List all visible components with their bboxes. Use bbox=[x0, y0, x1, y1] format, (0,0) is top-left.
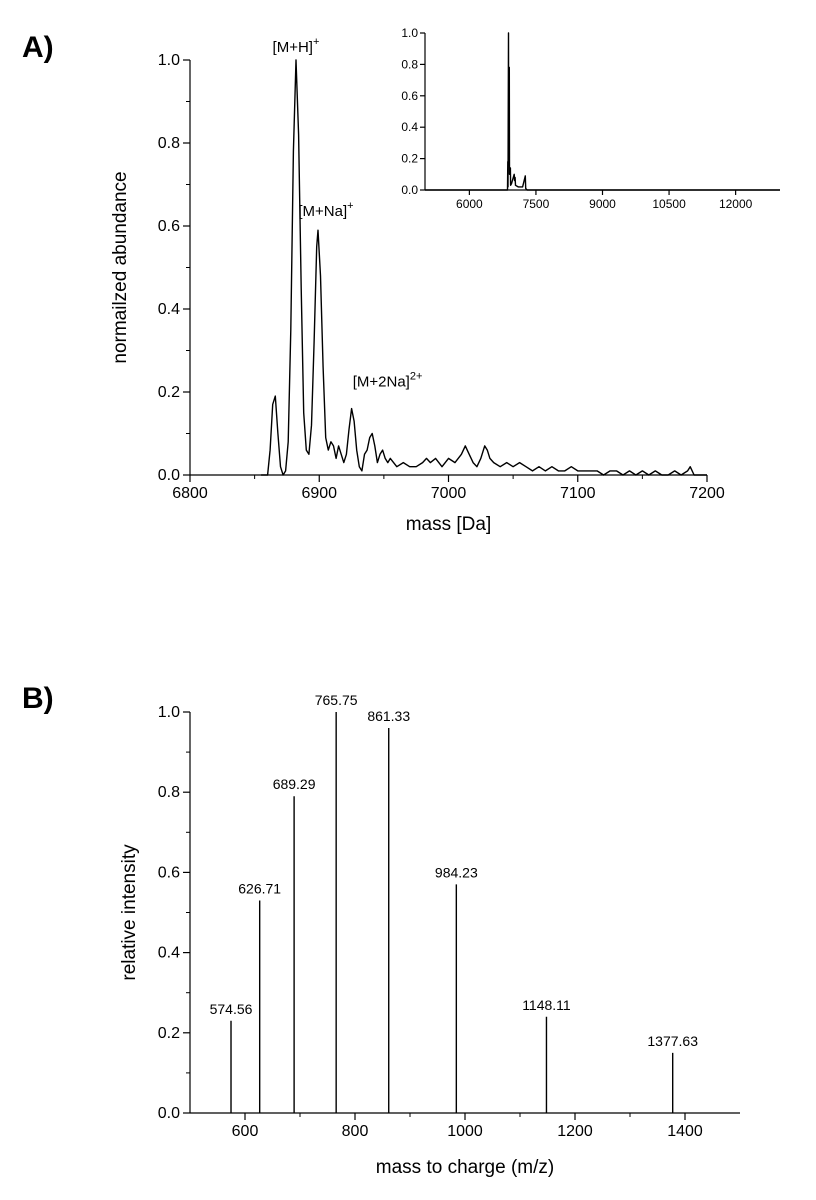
spectrum-line bbox=[425, 32, 780, 191]
y-tick-label: 1.0 bbox=[158, 704, 180, 721]
y-tick-label: 0.4 bbox=[158, 945, 180, 962]
y-tick-label: 0.8 bbox=[158, 784, 180, 801]
x-tick-label: 800 bbox=[342, 1123, 369, 1140]
y-tick-label: 0.4 bbox=[158, 301, 180, 318]
x-tick-label: 1400 bbox=[667, 1123, 703, 1140]
peak-annotation: [M+Na]+ bbox=[298, 200, 353, 220]
y-tick-label: 0.8 bbox=[158, 135, 180, 152]
y-tick-label: 0.8 bbox=[401, 57, 418, 71]
y-tick-label: 0.2 bbox=[158, 384, 180, 401]
x-tick-label: 600 bbox=[232, 1123, 259, 1140]
x-tick-label: 12000 bbox=[719, 197, 753, 211]
y-tick-label: 0.4 bbox=[401, 120, 418, 134]
y-axis-title: normailzed abundance bbox=[110, 171, 131, 363]
panel-b-label: B) bbox=[22, 682, 54, 715]
y-tick-label: 0.6 bbox=[158, 218, 180, 235]
y-tick-label: 1.0 bbox=[401, 26, 418, 40]
x-tick-label: 1000 bbox=[447, 1123, 483, 1140]
bar-data-label: 984.23 bbox=[435, 864, 478, 880]
chart-panel-a-inset: 0.0 0.2 0.4 0.6 0.8 1.0 6000 7500 9000 10500 12000 bbox=[401, 26, 780, 211]
x-tick-label: 7500 bbox=[523, 197, 550, 211]
bar-data-label: 1377.63 bbox=[647, 1033, 698, 1049]
peak-annotation: [M+H]+ bbox=[273, 36, 320, 56]
x-axis-title: mass to charge (m/z) bbox=[376, 1157, 554, 1178]
x-tick-label: 7100 bbox=[560, 485, 596, 502]
bar-data-label: 689.29 bbox=[273, 776, 316, 792]
y-tick-label: 0.6 bbox=[401, 89, 418, 103]
x-tick-label: 7200 bbox=[689, 485, 725, 502]
y-tick-label: 0.0 bbox=[158, 1105, 180, 1122]
spectrum-line bbox=[261, 59, 707, 476]
x-tick-label: 7000 bbox=[431, 485, 467, 502]
bar-data-label: 861.33 bbox=[367, 708, 410, 724]
x-tick-label: 9000 bbox=[589, 197, 616, 211]
peak-annotation: [M+2Na]2+ bbox=[353, 371, 423, 391]
x-tick-label: 6000 bbox=[456, 197, 483, 211]
x-tick-label: 10500 bbox=[652, 197, 686, 211]
bar-data-label: 574.56 bbox=[210, 1001, 253, 1017]
y-axis-title: relative intensity bbox=[119, 844, 140, 981]
y-tick-label: 0.2 bbox=[401, 152, 418, 166]
bar-data-label: 626.71 bbox=[238, 880, 281, 896]
bar-data-label: 1148.11 bbox=[522, 997, 571, 1013]
chart-panel-b: 0.0 0.2 0.4 0.6 0.8 1.0 600 800 1000 1200 1400 mass… bbox=[119, 692, 740, 1178]
x-tick-label: 6800 bbox=[172, 485, 208, 502]
y-tick-label: 0.6 bbox=[158, 864, 180, 881]
y-tick-label: 0.2 bbox=[158, 1025, 180, 1042]
bar-data-label: 765.75 bbox=[315, 692, 358, 708]
x-tick-label: 1200 bbox=[557, 1123, 593, 1140]
x-tick-label: 6900 bbox=[301, 485, 337, 502]
y-tick-label: 0.0 bbox=[401, 183, 418, 197]
chart-panel-a: 0.0 0.2 0.4 0.6 0.8 1.0 6800 6900 7000 7100 7200 ma… bbox=[110, 36, 725, 535]
y-tick-label: 0.0 bbox=[158, 467, 180, 484]
panel-a-label: A) bbox=[22, 31, 54, 64]
x-axis-title: mass [Da] bbox=[406, 514, 492, 535]
y-tick-label: 1.0 bbox=[158, 52, 180, 69]
